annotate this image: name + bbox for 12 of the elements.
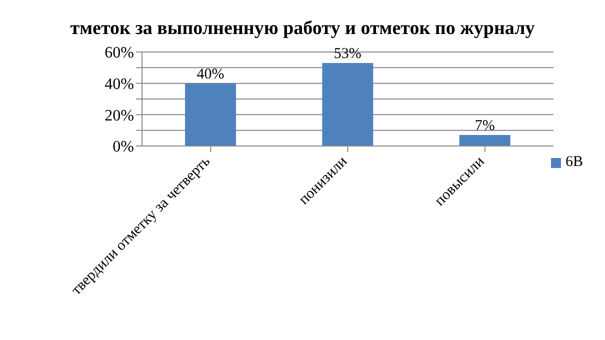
y-tick-label: 0% xyxy=(112,138,134,156)
bar xyxy=(322,62,374,146)
bar xyxy=(459,135,510,146)
y-tick-label: 20% xyxy=(104,107,134,124)
legend-label: 6В xyxy=(565,154,583,170)
y-tick-label: 40% xyxy=(104,76,134,94)
data-label: 53% xyxy=(334,46,362,62)
y-tick-label: 60% xyxy=(104,44,134,62)
chart-title: тметок за выполненную работу и отметок по журналу xyxy=(69,18,536,40)
bar xyxy=(185,83,236,146)
data-label: 7% xyxy=(474,118,495,134)
data-label: 40% xyxy=(196,66,224,82)
